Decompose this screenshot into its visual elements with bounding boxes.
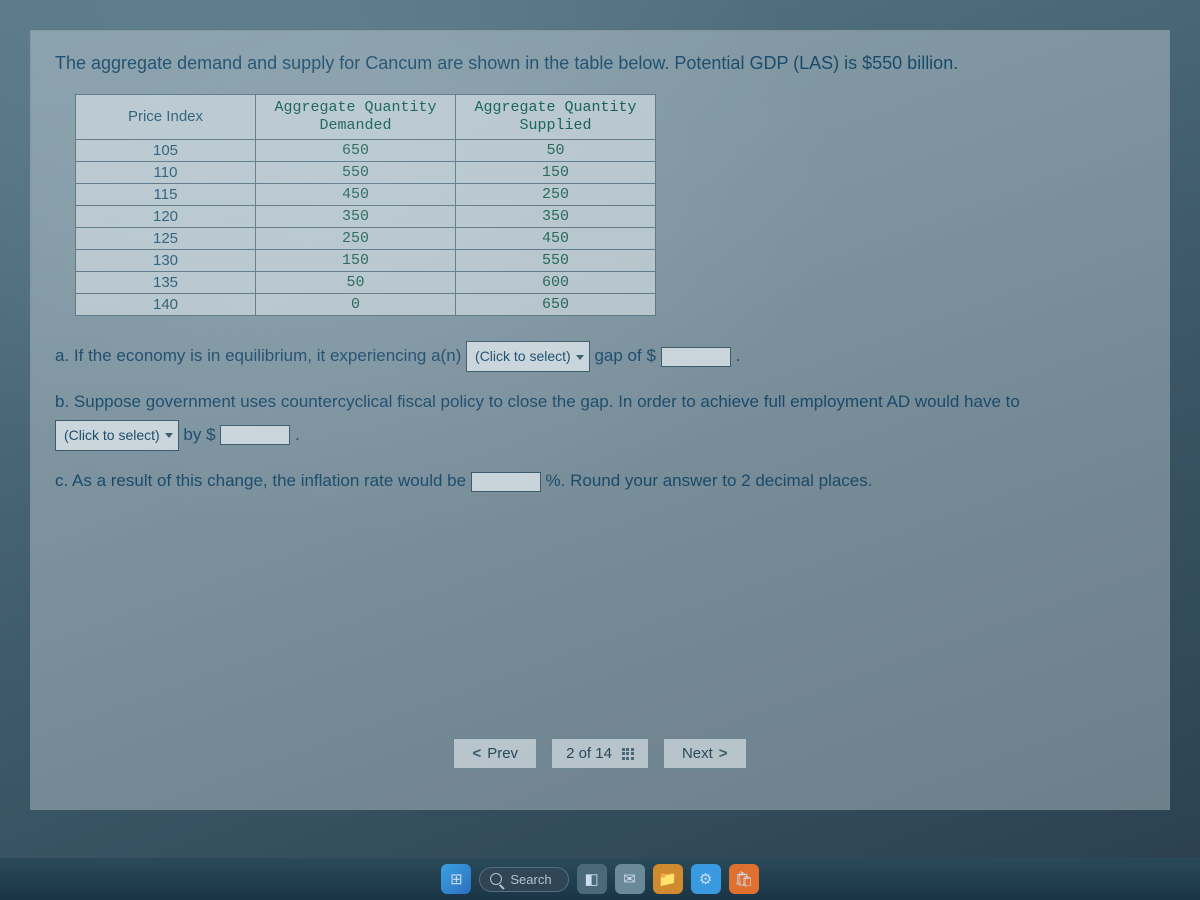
search-icon [490,873,502,885]
table-cell: 50 [256,272,456,294]
col-qty-demanded: Aggregate QuantityDemanded [256,95,456,140]
qb-direction-select[interactable]: (Click to select) [55,420,179,451]
table-row: 115450250 [76,184,656,206]
taskbar-app-icon[interactable]: ✉ [615,864,645,894]
question-a: a. If the economy is in equilibrium, it … [55,340,1145,372]
table-cell: 650 [456,294,656,316]
prev-button[interactable]: < Prev [453,738,537,769]
chevron-right-icon: > [719,745,728,762]
table-row: 1400650 [76,294,656,316]
table-cell: 350 [256,206,456,228]
taskbar-app-icon[interactable]: ◧ [577,864,607,894]
col-qty-supplied: Aggregate QuantitySupplied [456,95,656,140]
taskbar-app-icon[interactable]: 📁 [653,864,683,894]
table-cell: 550 [256,162,456,184]
windows-taskbar: ⊞ Search ◧ ✉ 📁 ⚙ 🛍 [0,858,1200,900]
table-cell: 130 [76,250,256,272]
col-price-index: Price Index [76,95,256,140]
qa-gap-type-select[interactable]: (Click to select) [466,341,590,372]
table-row: 125250450 [76,228,656,250]
table-row: 110550150 [76,162,656,184]
table-cell: 600 [456,272,656,294]
table-cell: 150 [456,162,656,184]
table-cell: 350 [456,206,656,228]
table-cell: 450 [456,228,656,250]
table-cell: 120 [76,206,256,228]
table-cell: 550 [456,250,656,272]
table-cell: 115 [76,184,256,206]
table-cell: 0 [256,294,456,316]
table-cell: 50 [456,140,656,162]
next-button[interactable]: Next > [663,738,747,769]
ad-as-table: Price Index Aggregate QuantityDemanded A… [75,94,656,316]
table-cell: 150 [256,250,456,272]
table-cell: 125 [76,228,256,250]
table-cell: 135 [76,272,256,294]
table-cell: 650 [256,140,456,162]
table-cell: 250 [256,228,456,250]
table-row: 130150550 [76,250,656,272]
table-row: 120350350 [76,206,656,228]
table-cell: 105 [76,140,256,162]
table-cell: 450 [256,184,456,206]
question-c: c. As a result of this change, the infla… [55,465,1145,497]
qb-amount-input[interactable] [220,425,290,445]
intro-text: The aggregate demand and supply for Canc… [55,51,1145,76]
table-cell: 110 [76,162,256,184]
question-nav: < Prev 2 of 14 Next > [31,738,1169,769]
start-button[interactable]: ⊞ [441,864,471,894]
table-cell: 250 [456,184,656,206]
table-row: 13550600 [76,272,656,294]
chevron-left-icon: < [472,745,481,762]
question-b: b. Suppose government uses countercyclic… [55,386,1145,451]
nav-position[interactable]: 2 of 14 [551,738,649,769]
table-row: 10565050 [76,140,656,162]
table-cell: 140 [76,294,256,316]
taskbar-search[interactable]: Search [479,867,568,892]
grid-icon [622,748,634,760]
question-panel: The aggregate demand and supply for Canc… [30,30,1170,810]
taskbar-app-icon[interactable]: 🛍 [729,864,759,894]
taskbar-app-icon[interactable]: ⚙ [691,864,721,894]
qa-gap-amount-input[interactable] [661,347,731,367]
qc-inflation-input[interactable] [471,472,541,492]
